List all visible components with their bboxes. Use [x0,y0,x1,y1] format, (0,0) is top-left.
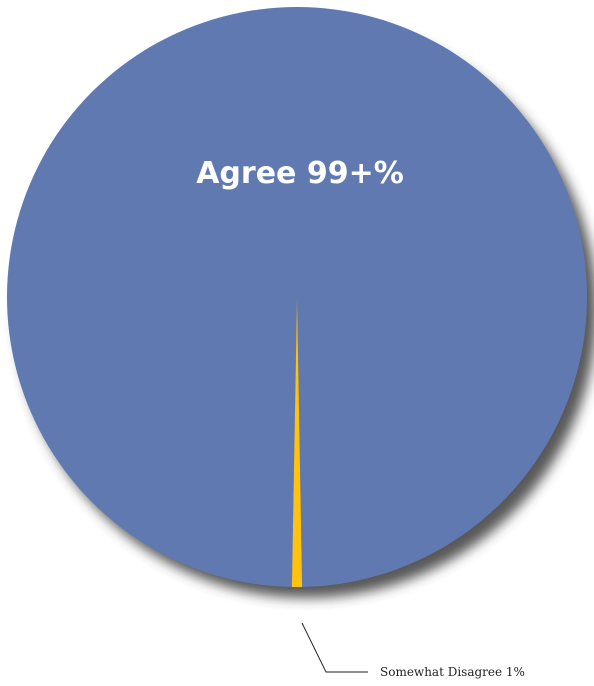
slice-label-somewhat-disagree: Somewhat Disagree 1% [380,665,525,679]
pie-slice-agree [7,7,588,587]
pie-slices [7,7,588,587]
pie-slice-somewhat-disagree [291,297,303,587]
slice-label-agree: Agree 99+% [196,156,404,191]
leader-line [301,622,368,673]
